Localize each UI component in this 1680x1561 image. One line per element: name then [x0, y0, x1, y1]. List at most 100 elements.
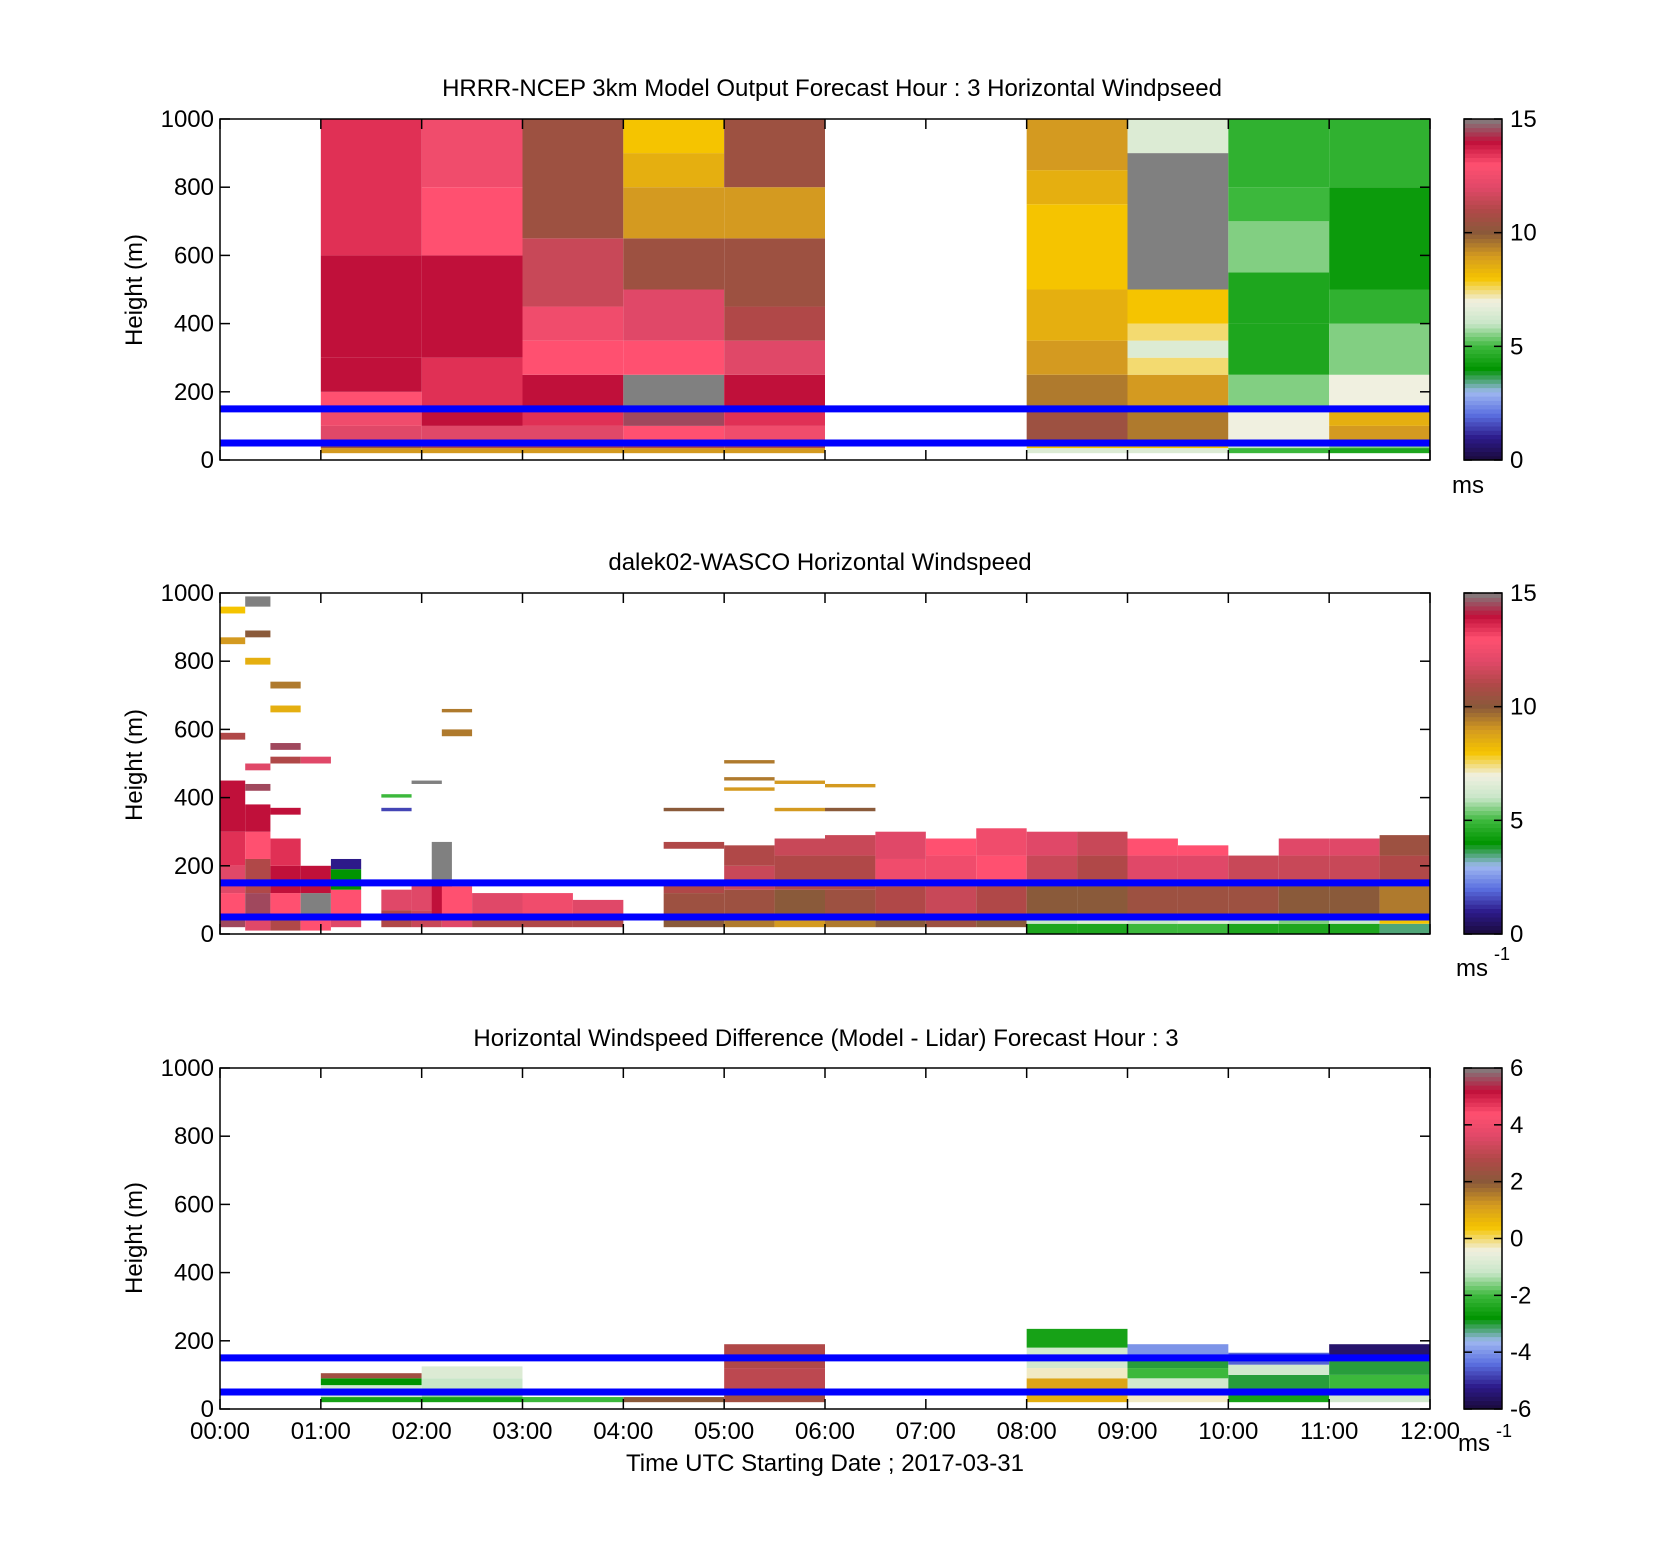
colorbar-swatch — [1464, 1187, 1502, 1193]
heatmap-cell — [1026, 1391, 1128, 1403]
colorbar-swatch — [1464, 1315, 1502, 1321]
x-tick-label: 08:00 — [997, 1418, 1057, 1445]
panel-difference-y-ticks: 0 200 400 600 800 1000 — [161, 1055, 1430, 1423]
panel-lidar-y-ticks: 0 200 400 600 800 1000 — [161, 580, 1430, 948]
colorbar-swatch — [1464, 1225, 1502, 1231]
heatmap-cell — [724, 187, 825, 239]
colorbar-swatch — [1464, 1357, 1502, 1363]
colorbar-swatch — [1464, 165, 1502, 171]
colorbar-swatch — [1464, 1085, 1502, 1090]
heatmap-cell — [245, 804, 271, 832]
colorbar-swatch — [1464, 878, 1502, 884]
colorbar-swatch — [1464, 614, 1502, 620]
colorbar-swatch — [1464, 293, 1502, 299]
heatmap-cell — [320, 1373, 422, 1379]
colorbar-swatch — [1464, 182, 1502, 188]
heatmap-cell — [330, 889, 362, 914]
heatmap-cell — [381, 794, 412, 798]
colorbar-swatch — [1464, 119, 1502, 124]
colorbar-swatch — [1464, 1281, 1502, 1286]
colorbar-swatch — [1464, 298, 1502, 303]
panel-model-colorbar: 0 5 10 15 — [1463, 106, 1537, 474]
heatmap-cell — [724, 889, 775, 914]
colorbar-swatch — [1464, 597, 1502, 603]
colorbar-swatch — [1464, 1400, 1502, 1406]
heatmap-cell — [320, 448, 422, 454]
y-tick-label: 400 — [174, 1260, 214, 1287]
colorbar-tick-label: 10 — [1510, 694, 1537, 721]
colorbar-swatch — [1464, 417, 1502, 423]
y-tick-label: 200 — [174, 853, 214, 880]
panel-difference-x-tick-labels: 00:00 01:00 02:00 03:00 04:00 05:00 06:00 07:00… — [190, 1418, 1460, 1445]
colorbar-swatch — [1464, 827, 1502, 833]
colorbar-swatch — [1464, 148, 1502, 154]
colorbar-swatch — [1464, 1178, 1502, 1184]
colorbar-swatch — [1464, 1195, 1502, 1201]
colorbar-swatch — [1464, 891, 1502, 897]
colorbar-swatch — [1464, 1127, 1502, 1133]
colorbar-swatch — [1464, 639, 1502, 645]
colorbar-swatch — [1464, 644, 1502, 650]
heatmap-cell — [774, 838, 825, 856]
panel-difference-reference-lines — [220, 1354, 1430, 1396]
colorbar-swatch — [1464, 682, 1502, 688]
colorbar-swatch — [1464, 712, 1502, 718]
colorbar-swatch — [1464, 327, 1502, 333]
colorbar-swatch — [1464, 1212, 1502, 1218]
heatmap-cell — [1077, 831, 1128, 856]
colorbar-swatch — [1464, 669, 1502, 675]
heatmap-cell — [1026, 204, 1128, 290]
colorbar-swatch — [1464, 1208, 1502, 1214]
heatmap-cell — [663, 807, 725, 812]
colorbar-swatch — [1464, 823, 1502, 829]
colorbar-swatch — [1464, 1404, 1502, 1410]
heatmap-cell — [300, 756, 331, 764]
colorbar-swatch — [1464, 204, 1502, 210]
heatmap-cell — [245, 630, 271, 638]
colorbar-swatch — [1464, 349, 1502, 355]
colorbar-swatch — [1464, 1276, 1502, 1282]
colorbar-swatch — [1464, 400, 1502, 406]
colorbar-swatch — [1464, 332, 1502, 337]
heatmap-cell — [724, 845, 775, 866]
colorbar-swatch — [1464, 353, 1502, 359]
colorbar-swatch — [1464, 1362, 1502, 1367]
heatmap-cell — [320, 408, 422, 426]
colorbar-swatch — [1464, 754, 1502, 760]
heatmap-cell — [270, 756, 301, 764]
heatmap-cell — [431, 841, 452, 883]
panel-model-ylabel: Height (m) — [121, 234, 148, 346]
colorbar-swatch — [1464, 635, 1502, 641]
colorbar-swatch — [1464, 144, 1502, 150]
colorbar-swatch — [1464, 1366, 1502, 1372]
heatmap-cell — [1329, 838, 1380, 856]
colorbar-swatch — [1464, 421, 1502, 427]
heatmap-cell — [925, 838, 977, 856]
heatmap-cell — [623, 1397, 725, 1403]
panel-lidar-colorbar: 0 5 10 15 — [1463, 580, 1537, 948]
y-tick-label: 800 — [174, 648, 214, 675]
colorbar-swatch — [1464, 882, 1502, 888]
heatmap-cell — [1026, 1368, 1128, 1379]
heatmap-cell — [1379, 923, 1430, 934]
heatmap-cell — [1278, 838, 1330, 856]
heatmap-cell — [976, 882, 1027, 914]
colorbar-swatch — [1464, 1374, 1502, 1380]
colorbar-swatch — [1464, 136, 1502, 141]
colorbar-swatch — [1464, 1298, 1502, 1304]
colorbar-swatch — [1464, 750, 1502, 756]
colorbar-swatch — [1464, 396, 1502, 401]
heatmap-cell — [522, 374, 624, 409]
heatmap-cell — [270, 838, 301, 866]
heatmap-cell — [724, 408, 825, 426]
x-tick-label: 07:00 — [896, 1418, 956, 1445]
colorbar-swatch — [1464, 374, 1502, 380]
heatmap-cell — [623, 408, 725, 426]
colorbar-tick-label: 0 — [1510, 1226, 1523, 1253]
y-tick-label: 800 — [174, 1123, 214, 1150]
y-tick-label: 600 — [174, 716, 214, 743]
heatmap-cell — [320, 357, 422, 392]
heatmap-cell — [572, 899, 624, 914]
colorbar-swatch — [1464, 251, 1502, 256]
heatmap-cell — [1228, 272, 1330, 324]
